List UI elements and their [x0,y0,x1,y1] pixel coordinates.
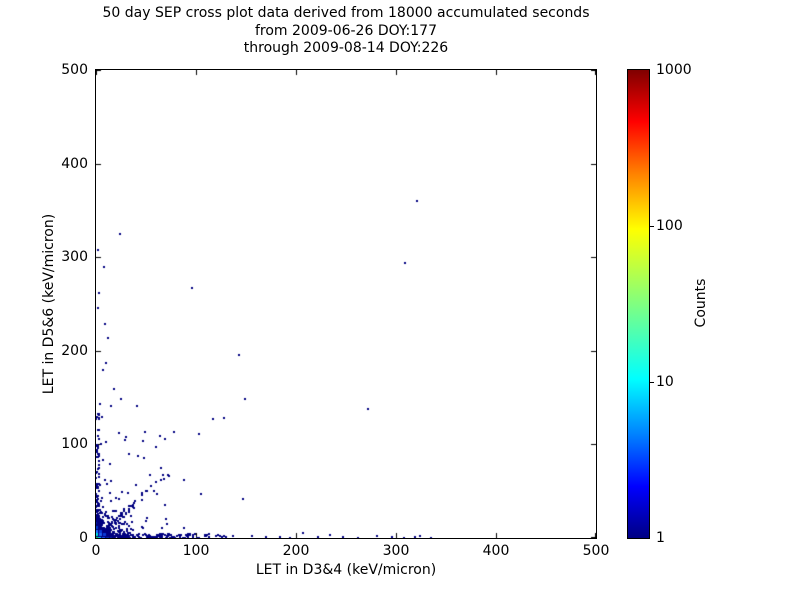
x-axis-label: LET in D3&4 (keV/micron) [255,562,437,578]
colorbar-tick-label-10: 10 [656,374,674,390]
x-tick-label-400: 400 [482,543,510,559]
colorbar-tick-mark-100 [649,226,654,227]
y-tick-label-500: 500 [61,62,88,78]
x-tick-label-0: 0 [91,543,101,559]
colorbar-tick-label-1: 1 [656,530,665,546]
colorbar-gradient [627,69,650,539]
colorbar-tick-mark-10 [649,382,654,383]
chart-title: 50 day SEP cross plot data derived from … [96,5,596,58]
y-axis-label: LET in D5&6 (keV/micron) [41,213,57,395]
x-tick-label-200: 200 [282,543,310,559]
chart-title-line-3: through 2009-08-14 DOY:226 [243,40,449,56]
chart-title-line-1: 50 day SEP cross plot data derived from … [102,5,590,21]
y-tick-label-400: 400 [61,155,88,172]
y-tick-label-100: 100 [61,436,88,453]
colorbar-label: Counts [693,278,709,328]
x-tick-label-300: 300 [382,543,410,559]
y-tick-label-200: 200 [61,342,88,359]
colorbar-tick-label-1000: 1000 [656,62,692,78]
x-tick-label-500: 500 [582,543,610,559]
plot-area [95,69,597,539]
colorbar-tick-label-100: 100 [656,218,683,234]
scatter-plot-canvas [96,70,596,538]
y-tick-label-300: 300 [61,249,88,266]
x-tick-label-100: 100 [182,543,210,559]
y-tick-label-0: 0 [79,530,88,546]
chart-title-line-2: from 2009-06-26 DOY:177 [254,22,437,39]
